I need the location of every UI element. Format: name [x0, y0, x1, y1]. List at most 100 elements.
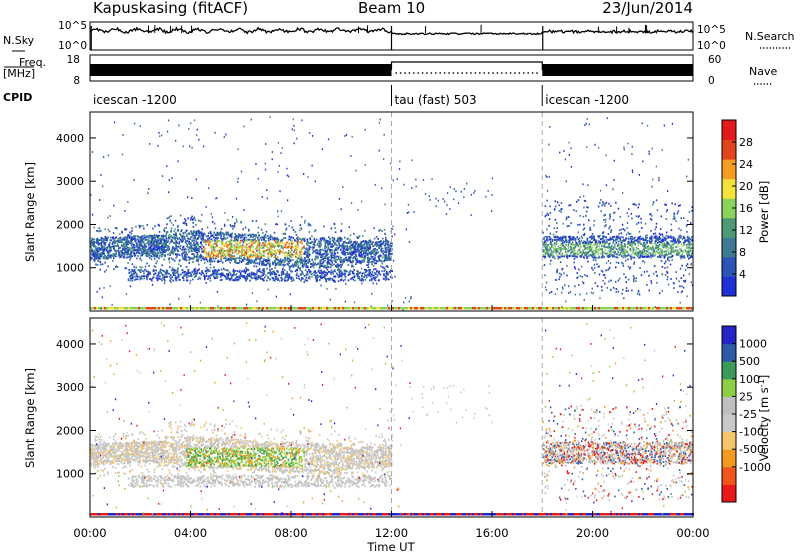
rti-cell [242, 274, 244, 277]
rti-cell [369, 251, 372, 254]
rti-cell [321, 257, 323, 259]
rti-cell [309, 253, 311, 256]
rti-cell [240, 239, 242, 242]
rti-cell [265, 240, 267, 242]
rti-cell [160, 239, 162, 241]
rti-cell [340, 248, 342, 251]
rti-cell [573, 261, 575, 264]
rti-cell [592, 292, 594, 295]
rti-cell [341, 263, 343, 266]
rti-cell [336, 247, 338, 249]
rti-cell [383, 267, 385, 270]
rti-cell [322, 261, 325, 263]
rti-cell [202, 256, 205, 258]
rti-cell [637, 253, 640, 256]
rti-cell [676, 252, 678, 255]
rti-cell [234, 270, 236, 272]
rti-cell [158, 243, 160, 246]
rti-ground-cell [450, 307, 452, 310]
rti-ground-cell [400, 307, 402, 310]
rti-ground-cell [614, 307, 616, 310]
rti-cell [266, 260, 268, 263]
rti-cell [185, 279, 188, 282]
rti-cell [258, 234, 260, 237]
rti-ground-cell [138, 307, 140, 310]
rti-cell [356, 241, 358, 244]
rti-cell [248, 245, 250, 248]
rti-cell [258, 252, 261, 255]
rti-cell [344, 251, 347, 254]
rti-cell [283, 252, 286, 254]
rti-cell [261, 255, 264, 258]
rti-cell [597, 251, 599, 254]
rti-cell [288, 265, 290, 267]
rti-cell [98, 227, 101, 230]
rti-cell [166, 270, 168, 273]
rti-cell [264, 223, 267, 226]
rti-cell [327, 253, 330, 256]
rti-cell [175, 271, 178, 274]
rti-cell [358, 272, 361, 275]
rti-ground-cell [504, 307, 506, 310]
rti-cell [686, 231, 688, 233]
rti-cell [615, 239, 617, 242]
rti-cell [602, 235, 604, 237]
rti-cell [313, 243, 316, 246]
rti-ground-cell [218, 307, 220, 310]
rti-cell [335, 249, 338, 252]
rti-cell [385, 259, 388, 262]
rti-cell [611, 255, 614, 258]
rti-cell [613, 255, 615, 258]
rti-cell [211, 221, 214, 223]
rti-cell [278, 243, 280, 246]
rti-cell [335, 261, 337, 263]
nsky-tick-top-right: 10^5 [697, 24, 726, 36]
rti-cell [352, 278, 354, 281]
rti-cell [284, 246, 286, 249]
rti-cell [267, 248, 270, 251]
rti-cell [338, 246, 340, 249]
rti-cell [122, 242, 125, 245]
rti-cell [290, 239, 292, 242]
rti-cell [312, 261, 315, 263]
rti-cell [185, 234, 188, 237]
rti-cell [339, 268, 341, 271]
rti-cell [333, 241, 336, 244]
rti-cell [358, 277, 361, 280]
rti-cell [184, 238, 186, 240]
rti-cell [174, 274, 176, 277]
rti-cell [119, 236, 121, 239]
rti-ground-cell [238, 307, 240, 310]
rti-cell [121, 250, 123, 253]
rti-cell [94, 251, 96, 254]
rti-ground-cell [230, 307, 232, 310]
rti-cell [244, 251, 246, 253]
rti-cell [383, 241, 386, 243]
rti-cell [182, 257, 184, 260]
rti-cell [172, 274, 175, 276]
rti-cell [323, 225, 325, 228]
rti-cell [311, 263, 313, 265]
rti-cell [357, 243, 360, 245]
rti-cell [361, 256, 363, 259]
rti-cell [288, 276, 291, 278]
rti-cell [263, 237, 265, 239]
rti-cell [300, 249, 303, 252]
rti-ground-cell [284, 307, 286, 310]
rti-cell [258, 257, 261, 260]
rti-cell [358, 235, 361, 238]
rti-cell [144, 239, 146, 241]
rti-cell [233, 255, 236, 257]
rti-cell [309, 266, 312, 268]
rti-cell [379, 240, 382, 242]
rti-cell [362, 256, 364, 259]
rti-ground-cell [500, 307, 502, 310]
rti-cell [265, 264, 268, 266]
rti-cell [265, 260, 267, 262]
rti-cell [182, 247, 184, 250]
rti-cell [121, 254, 123, 257]
rti-cell [332, 272, 334, 275]
rti-cell [377, 251, 380, 254]
rti-cell [253, 276, 256, 279]
